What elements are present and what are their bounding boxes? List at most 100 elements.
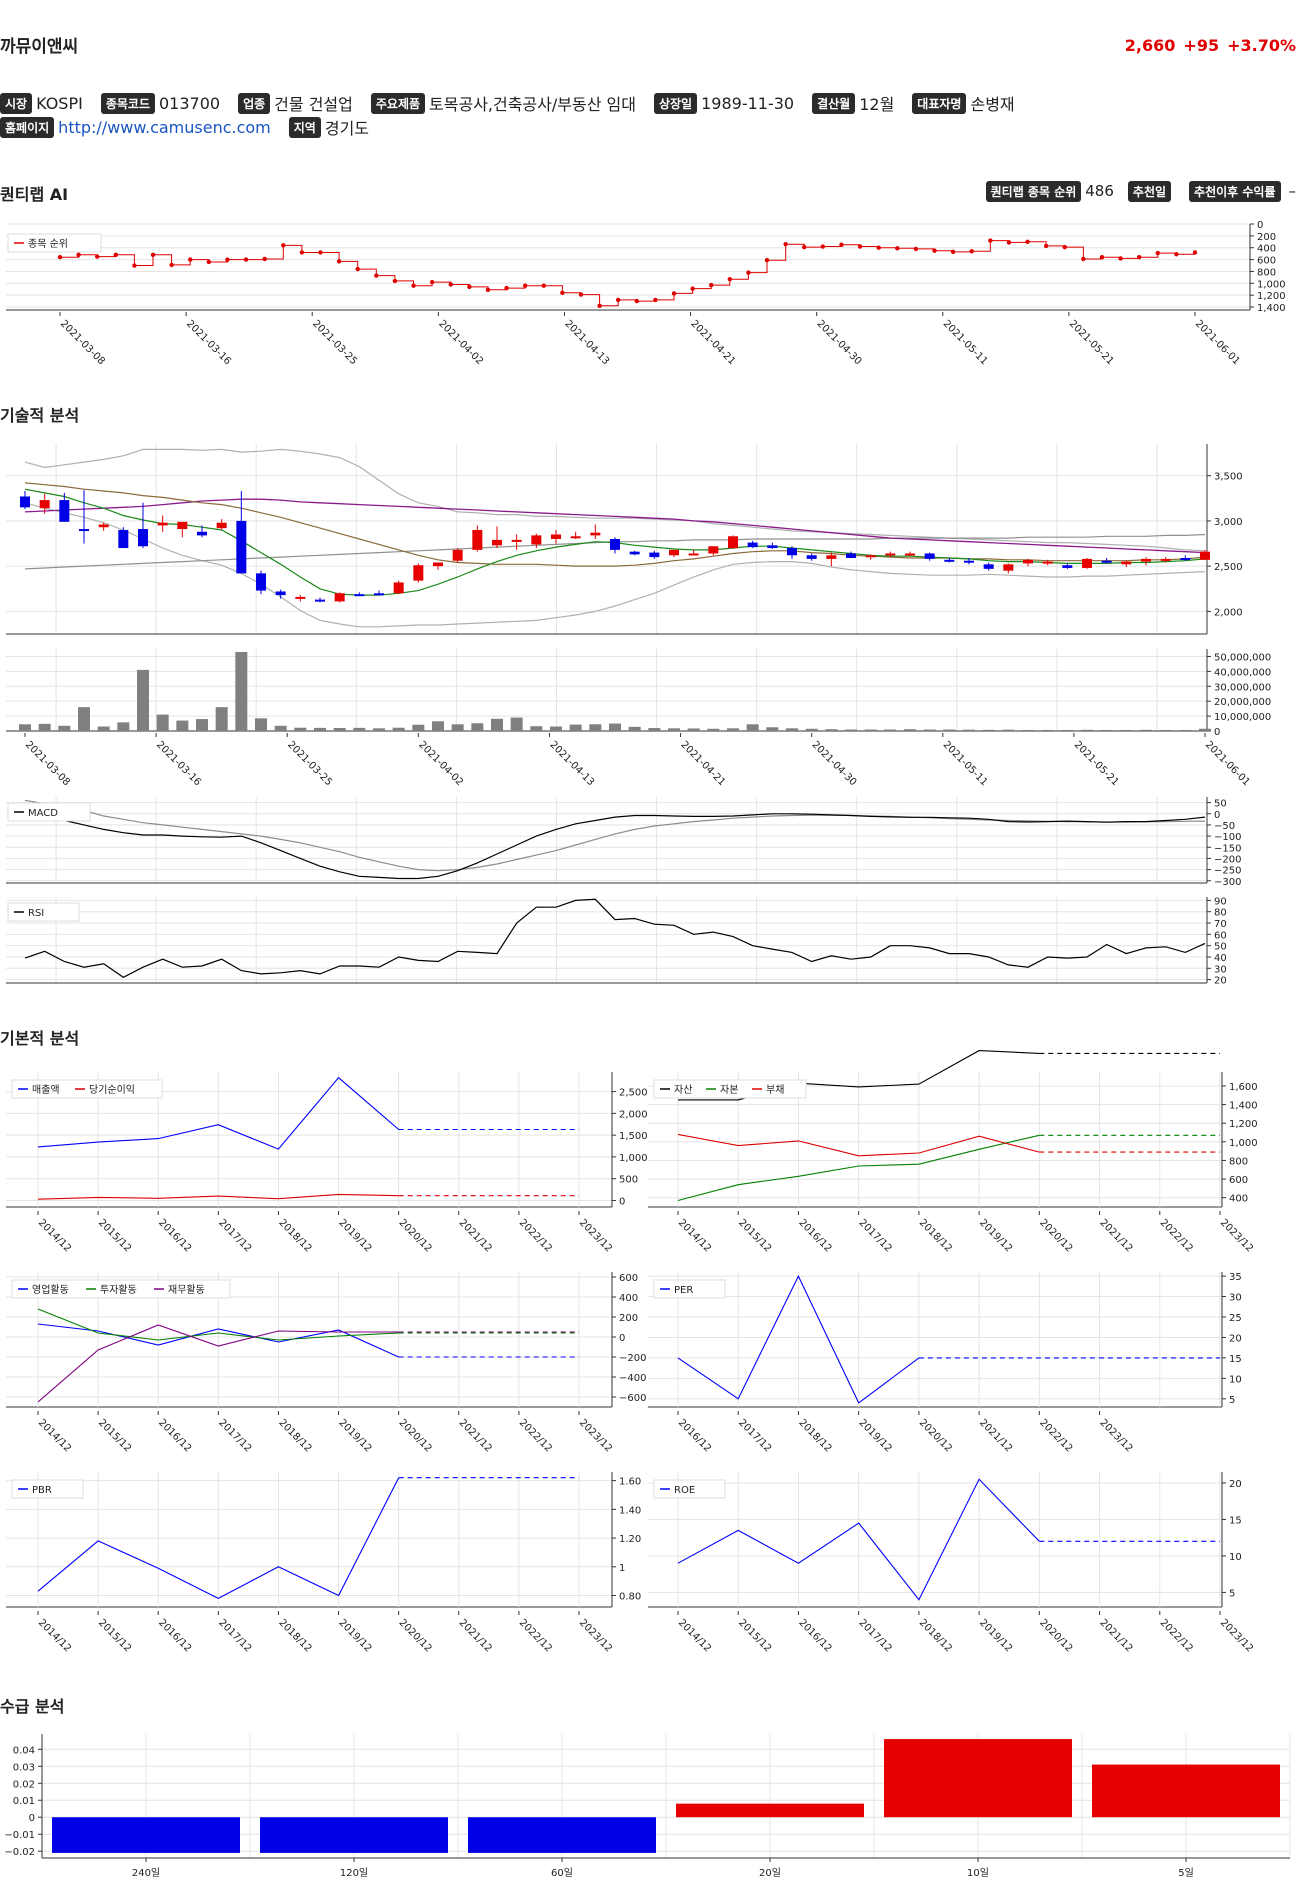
x-tick-label: 2017/12 [216, 1217, 253, 1254]
x-tick-label: 2015/12 [96, 1217, 133, 1254]
candle-body [629, 551, 640, 555]
volume-bar [471, 723, 484, 731]
x-tick-label: 2019/12 [336, 1217, 373, 1254]
y-tick-label: 200 [1257, 232, 1276, 243]
x-tick-label: 2019/12 [977, 1217, 1014, 1254]
volume-bar [314, 727, 326, 731]
x-tick-label: 2015/12 [96, 1617, 133, 1654]
per-chart: 5 10 15 20 25 30 35 2016/12 2017/12 2018/12 2019/1… [648, 1272, 1242, 1454]
x-tick-label: 2021-04-30 [815, 318, 864, 367]
y-tick-label: −600 [619, 1393, 646, 1404]
x-tick-label: 10일 [967, 1867, 989, 1879]
y-tick-label: 1.20 [619, 1534, 641, 1545]
candle-body [236, 520, 247, 574]
fiscal-tag: 결산월 [812, 92, 856, 114]
x-tick-label: 2021-06-01 [1193, 318, 1242, 367]
supply-bar [52, 1817, 240, 1853]
candle-body [1042, 561, 1053, 564]
homepage-link[interactable]: http://www.camusenc.com [58, 117, 271, 137]
stock-name: 까뮤이앤씨 [0, 37, 79, 57]
series-line [37, 1076, 400, 1150]
stock-header: 까뮤이앤씨 2,660 +95 +3.70% [0, 32, 1296, 62]
candle-body [1082, 558, 1092, 568]
rank-point [634, 298, 640, 304]
section-title-fundamental: 기본적 분석 [0, 1029, 80, 1048]
x-tick-label: 2021-03-08 [58, 318, 107, 367]
y-tick-label: 70 [1214, 919, 1227, 930]
quant-summary: 퀀티랩 종목 순위 486 추천일 추천이후 수익률 – [972, 180, 1296, 202]
rank-point [1155, 250, 1160, 256]
x-tick-label: 2019/12 [336, 1417, 373, 1454]
volume-bar [353, 727, 366, 731]
y-tick-label: 200 [619, 1313, 638, 1324]
x-tick-label: 2018/12 [917, 1217, 954, 1254]
volume-bar [392, 727, 405, 731]
x-tick-label: 2022/12 [517, 1217, 554, 1254]
x-tick-label: 2021-03-25 [285, 739, 334, 788]
cashflow-chart: 600 400 200 0 −200 −400 −600 2014/12 2015/12 2016… [6, 1272, 646, 1454]
volume-bar [412, 724, 425, 731]
legend-box [7, 233, 102, 253]
x-tick-label: 2023/12 [1218, 1617, 1255, 1654]
volume-bar [1159, 729, 1172, 731]
rank-point [281, 243, 286, 248]
legend-box [11, 1279, 231, 1299]
candle-body [374, 593, 384, 596]
x-tick-label: 2017/12 [216, 1417, 253, 1454]
y-tick-label: −100 [1214, 832, 1241, 843]
candle-body [708, 546, 719, 554]
candle-body [846, 553, 856, 558]
legend-label: 자산 [674, 1084, 692, 1096]
y-tick-label: −200 [619, 1353, 646, 1364]
volume-bar [117, 722, 130, 731]
x-tick-label: 2014/12 [676, 1217, 713, 1254]
x-tick-label: 2020/12 [1037, 1217, 1074, 1254]
y-tick-label: 50 [1214, 799, 1227, 810]
ceo-value: 손병재 [970, 95, 1015, 114]
rank-point [615, 297, 621, 303]
pbr-chart: 0.80 1 1.20 1.40 1.60 2014/12 2015/12 2016/12 20… [6, 1472, 641, 1654]
rank-point [485, 287, 491, 293]
y-tick-label: 30 [1214, 964, 1227, 975]
info-row-2: 홈페이지 http://www.camusenc.com 지역 경기도 [0, 116, 387, 138]
volume-bar [943, 729, 956, 731]
volume-bar [451, 724, 464, 731]
volume-bar [1140, 729, 1152, 731]
volume-bar [864, 729, 877, 731]
x-tick-label: 2014/12 [36, 1417, 73, 1454]
volume-bar [550, 726, 562, 731]
y-tick-label: 1,500 [619, 1131, 648, 1142]
candle-body [865, 555, 876, 558]
legend-label: 당기순이익 [89, 1084, 135, 1096]
x-tick-label: 2021-04-30 [810, 739, 859, 788]
y-tick-label: 0 [1214, 810, 1220, 821]
candle-body [98, 524, 109, 528]
y-tick-label: 500 [619, 1175, 638, 1186]
y-tick-label: 2,000 [619, 1109, 648, 1120]
legend-label: PBR [32, 1485, 52, 1496]
y-tick-label: 600 [619, 1273, 638, 1284]
rank-point [113, 252, 119, 258]
supply-bar [1092, 1764, 1280, 1818]
candle-body [138, 529, 148, 547]
x-tick-label: 2021/12 [457, 1617, 494, 1654]
y-tick-label: 1,200 [1257, 291, 1286, 302]
industry-tag: 업종 [238, 92, 271, 114]
rank-point [1192, 250, 1198, 255]
industry-value: 건물 건설업 [274, 95, 353, 114]
x-tick-label: 2015/12 [736, 1617, 773, 1654]
y-tick-label: 15 [1229, 1354, 1242, 1365]
volume-bar [1061, 729, 1074, 731]
volume-bar [137, 669, 149, 731]
candle-body [1160, 558, 1171, 561]
legend-label: ROE [674, 1485, 695, 1496]
rank-point [969, 249, 974, 254]
y-tick-label: 90 [1214, 896, 1227, 907]
candle-body [983, 564, 994, 569]
x-tick-label: 2016/12 [156, 1217, 193, 1254]
candle-body [1180, 558, 1191, 560]
volume-bar [845, 729, 857, 731]
volume-bar [687, 728, 700, 731]
